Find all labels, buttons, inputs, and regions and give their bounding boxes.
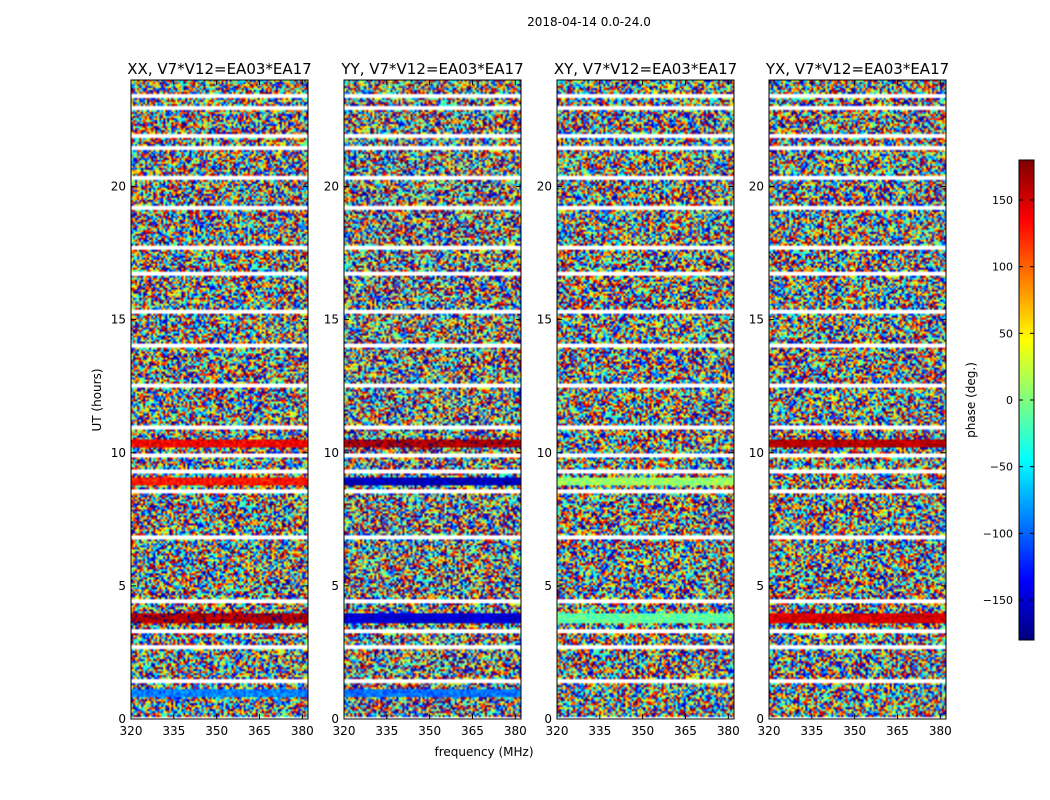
y-axis-label: UT (hours) — [90, 368, 104, 431]
x-tick-label: 365 — [886, 724, 909, 738]
x-tick-label: 335 — [162, 724, 185, 738]
x-tick-label: 335 — [800, 724, 823, 738]
x-tick-label: 320 — [333, 724, 356, 738]
x-tick-label: 380 — [929, 724, 952, 738]
x-tick-label: 380 — [504, 724, 527, 738]
y-tick-label: 5 — [756, 579, 764, 593]
x-tick-label: 350 — [205, 724, 228, 738]
colorbar-tick-label: −100 — [983, 527, 1013, 540]
y-tick-label: 20 — [324, 180, 339, 194]
y-tick-label: 0 — [544, 712, 552, 726]
x-tick-label: 335 — [588, 724, 611, 738]
y-tick-label: 5 — [544, 579, 552, 593]
colorbar-tick-label: 150 — [992, 194, 1013, 207]
heatmap-image — [557, 80, 734, 719]
x-tick-label: 380 — [717, 724, 740, 738]
heatmap-image — [131, 80, 308, 719]
figure-title: 2018-04-14 0.0-24.0 — [527, 15, 651, 29]
panel-3: XY, V7*V12=EA03*EA17 320 335 350 365 380 0 5 10 1… — [537, 60, 740, 738]
y-tick-label: 0 — [331, 712, 339, 726]
panel-frame — [556, 79, 735, 720]
colorbar-tick-label: 100 — [992, 261, 1013, 274]
y-tick-label: 20 — [111, 180, 126, 194]
panel-1: XX, V7*V12=EA03*EA17 320 335 350 365 380 0 5 10 1… — [111, 60, 314, 738]
x-tick-label: 350 — [843, 724, 866, 738]
colorbar-label: phase (deg.) — [964, 362, 978, 438]
y-tick-label: 15 — [324, 313, 339, 327]
x-tick-label: 365 — [248, 724, 271, 738]
heatmap-image — [769, 80, 946, 719]
x-tick-label: 380 — [291, 724, 314, 738]
y-tick-label: 5 — [331, 579, 339, 593]
colorbar-tick-label: −50 — [990, 461, 1013, 474]
x-tick-label: 365 — [674, 724, 697, 738]
x-tick-label: 335 — [375, 724, 398, 738]
panel-title: YY, V7*V12=EA03*EA17 — [340, 60, 523, 78]
x-tick-label: 350 — [631, 724, 654, 738]
x-tick-label: 365 — [461, 724, 484, 738]
y-tick-label: 5 — [118, 579, 126, 593]
y-tick-label: 20 — [749, 180, 764, 194]
x-axis-label: frequency (MHz) — [434, 745, 533, 759]
panel-frame — [343, 79, 522, 720]
y-tick-label: 10 — [324, 446, 339, 460]
y-tick-label: 10 — [749, 446, 764, 460]
heatmap-image — [344, 80, 521, 719]
x-tick-label: 320 — [120, 724, 143, 738]
y-tick-label: 10 — [537, 446, 552, 460]
panel-title: XY, V7*V12=EA03*EA17 — [554, 60, 737, 78]
panel-2: YY, V7*V12=EA03*EA17 320 335 350 365 380 0 5 10 1… — [324, 60, 527, 738]
y-tick-label: 20 — [537, 180, 552, 194]
y-tick-label: 0 — [756, 712, 764, 726]
y-tick-label: 15 — [111, 313, 126, 327]
panel-4: YX, V7*V12=EA03*EA17 320 335 350 365 380 0 5 10 1… — [749, 60, 952, 738]
y-tick-label: 10 — [111, 446, 126, 460]
panel-frame — [130, 79, 309, 720]
y-tick-label: 0 — [118, 712, 126, 726]
colorbar-tick-label: 50 — [999, 327, 1013, 340]
x-tick-label: 320 — [758, 724, 781, 738]
panels: XX, V7*V12=EA03*EA17 320 335 350 365 380 0 5 10 1… — [111, 60, 952, 738]
x-tick-label: 350 — [418, 724, 441, 738]
colorbar-tick-label: 0 — [1006, 394, 1013, 407]
colorbar-tick-label: −150 — [983, 594, 1013, 607]
panel-frame — [768, 79, 947, 720]
panel-title: YX, V7*V12=EA03*EA17 — [765, 60, 949, 78]
y-tick-label: 15 — [537, 313, 552, 327]
x-tick-label: 320 — [546, 724, 569, 738]
panel-title: XX, V7*V12=EA03*EA17 — [127, 60, 311, 78]
y-tick-label: 15 — [749, 313, 764, 327]
colorbar: 150 100 50 0 −50 −100 −150 — [983, 159, 1035, 641]
